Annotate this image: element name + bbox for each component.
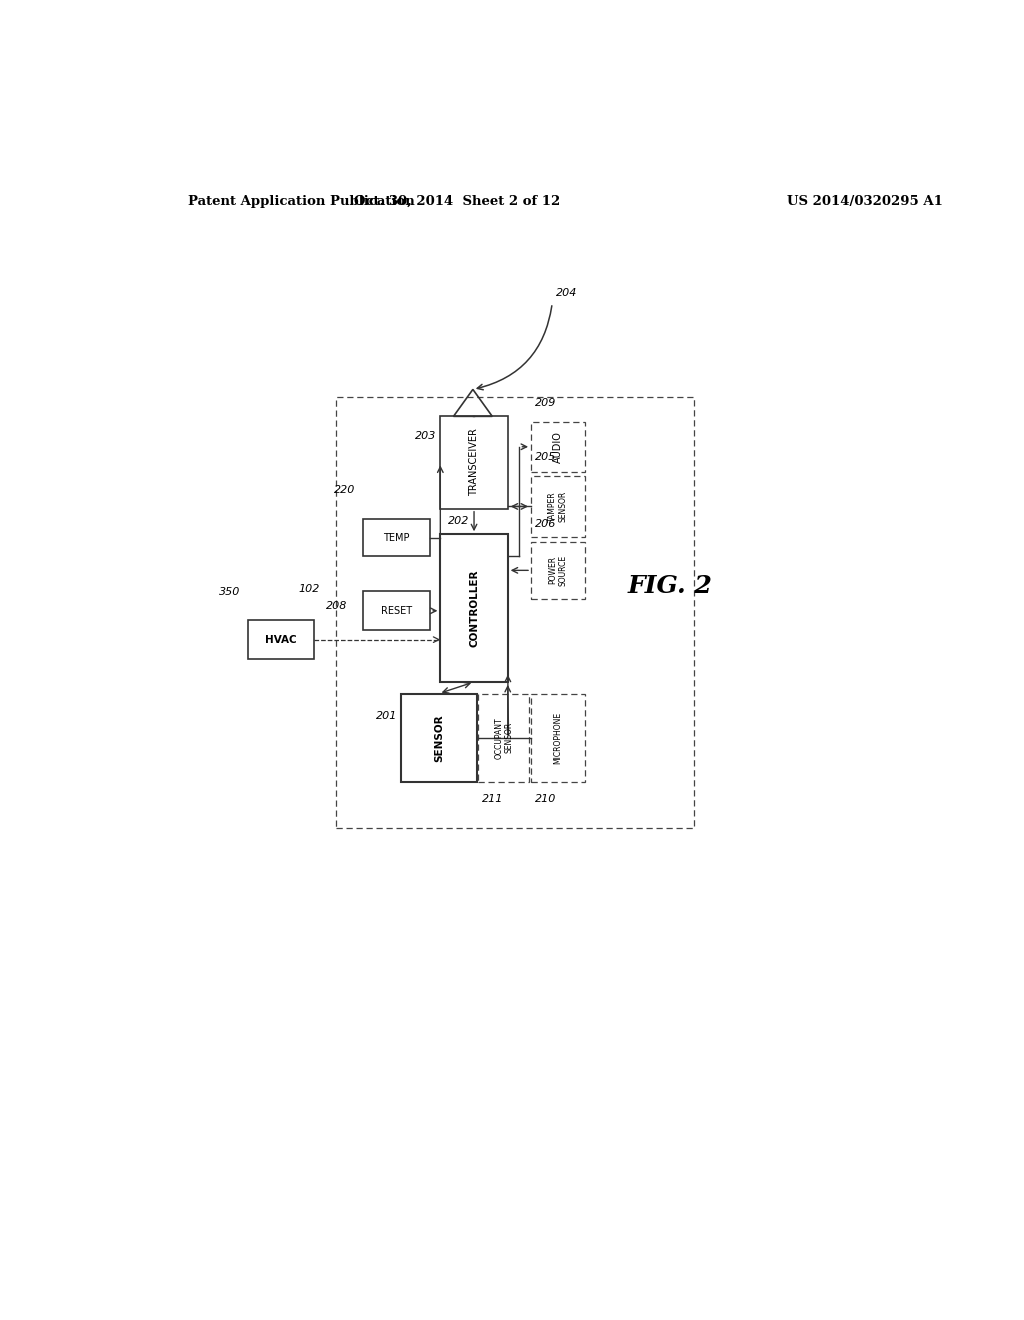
FancyBboxPatch shape <box>478 693 529 781</box>
Text: 211: 211 <box>482 795 504 804</box>
Text: FIG. 2: FIG. 2 <box>628 574 713 598</box>
FancyBboxPatch shape <box>400 693 477 781</box>
FancyBboxPatch shape <box>248 620 314 659</box>
Text: 210: 210 <box>535 795 556 804</box>
Text: POWER
SOURCE: POWER SOURCE <box>549 554 568 586</box>
Text: AUDIO: AUDIO <box>553 430 563 463</box>
Text: US 2014/0320295 A1: US 2014/0320295 A1 <box>786 195 942 209</box>
Text: 102: 102 <box>298 585 319 594</box>
Text: OCCUPANT
SENSOR: OCCUPANT SENSOR <box>495 717 514 759</box>
FancyBboxPatch shape <box>531 475 586 537</box>
Text: 202: 202 <box>449 516 470 525</box>
Text: HVAC: HVAC <box>265 635 297 644</box>
Text: 209: 209 <box>535 399 556 408</box>
Text: TRANSCEIVER: TRANSCEIVER <box>469 429 479 496</box>
Text: 208: 208 <box>326 602 347 611</box>
Text: TAMPER
SENSOR: TAMPER SENSOR <box>549 491 568 523</box>
Text: 204: 204 <box>556 288 578 298</box>
FancyBboxPatch shape <box>531 543 586 599</box>
FancyBboxPatch shape <box>362 519 430 557</box>
Text: CONTROLLER: CONTROLLER <box>469 569 479 647</box>
Text: 206: 206 <box>535 519 556 528</box>
Text: 203: 203 <box>415 430 436 441</box>
FancyBboxPatch shape <box>531 693 586 781</box>
FancyBboxPatch shape <box>531 422 586 471</box>
Text: SENSOR: SENSOR <box>434 714 443 762</box>
FancyBboxPatch shape <box>440 416 508 508</box>
Text: 205: 205 <box>535 453 556 462</box>
FancyBboxPatch shape <box>336 397 693 829</box>
Text: 220: 220 <box>334 486 355 495</box>
Text: 350: 350 <box>219 587 241 597</box>
Text: Patent Application Publication: Patent Application Publication <box>187 195 415 209</box>
Text: Oct. 30, 2014  Sheet 2 of 12: Oct. 30, 2014 Sheet 2 of 12 <box>354 195 560 209</box>
FancyBboxPatch shape <box>362 591 430 631</box>
Text: RESET: RESET <box>381 606 412 615</box>
Text: MICROPHONE: MICROPHONE <box>554 711 562 764</box>
Text: 201: 201 <box>376 711 397 721</box>
Text: TEMP: TEMP <box>383 533 410 543</box>
FancyBboxPatch shape <box>440 535 508 682</box>
